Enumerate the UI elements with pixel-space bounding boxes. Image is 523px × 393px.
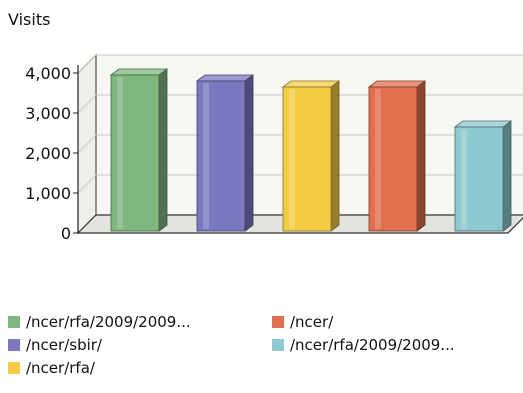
legend-item: /ncer/sbir/	[8, 336, 102, 354]
bar-top	[453, 120, 513, 128]
legend-item: /ncer/rfa/	[8, 359, 95, 377]
legend-swatch	[8, 362, 20, 374]
y-tick-label: 1,000	[25, 184, 71, 203]
legend-item: /ncer/rfa/2009/2009...	[272, 336, 455, 354]
y-tick-label: 0	[61, 224, 71, 243]
legend-swatch	[272, 339, 284, 351]
bar-highlight	[289, 89, 295, 229]
legend-swatch	[8, 316, 20, 328]
bar-top	[109, 68, 169, 76]
legend-label: /ncer/	[290, 313, 334, 331]
bar-top	[195, 74, 255, 82]
y-tick-label: 2,000	[25, 144, 71, 163]
bar-highlight	[117, 77, 123, 229]
bar-highlight	[375, 89, 381, 229]
y-axis-title: Visits	[8, 10, 51, 29]
legend-label: /ncer/rfa/2009/2009...	[26, 313, 191, 331]
plot-area: 0 1,000 2,000 3,000 4,000	[25, 53, 523, 243]
bar-highlight	[203, 83, 209, 229]
bar-side	[416, 80, 426, 232]
gridline	[77, 54, 523, 74]
legend-label: /ncer/rfa/2009/2009...	[290, 336, 455, 354]
legend-item: /ncer/	[272, 313, 333, 331]
bar-side	[158, 68, 168, 232]
legend-label: /ncer/sbir/	[26, 336, 102, 354]
bar-top	[281, 80, 341, 88]
bar-top	[367, 80, 427, 88]
bar-highlight	[461, 129, 467, 229]
legend-item: /ncer/rfa/2009/2009...	[8, 313, 191, 331]
legend-swatch	[8, 339, 20, 351]
bar-side	[244, 74, 254, 232]
legend-label: /ncer/rfa/	[26, 359, 95, 377]
bar-side	[502, 120, 512, 232]
y-tick-label: 4,000	[25, 64, 71, 83]
bar-side	[330, 80, 340, 232]
y-tick-label: 3,000	[25, 104, 71, 123]
legend-swatch	[272, 316, 284, 328]
